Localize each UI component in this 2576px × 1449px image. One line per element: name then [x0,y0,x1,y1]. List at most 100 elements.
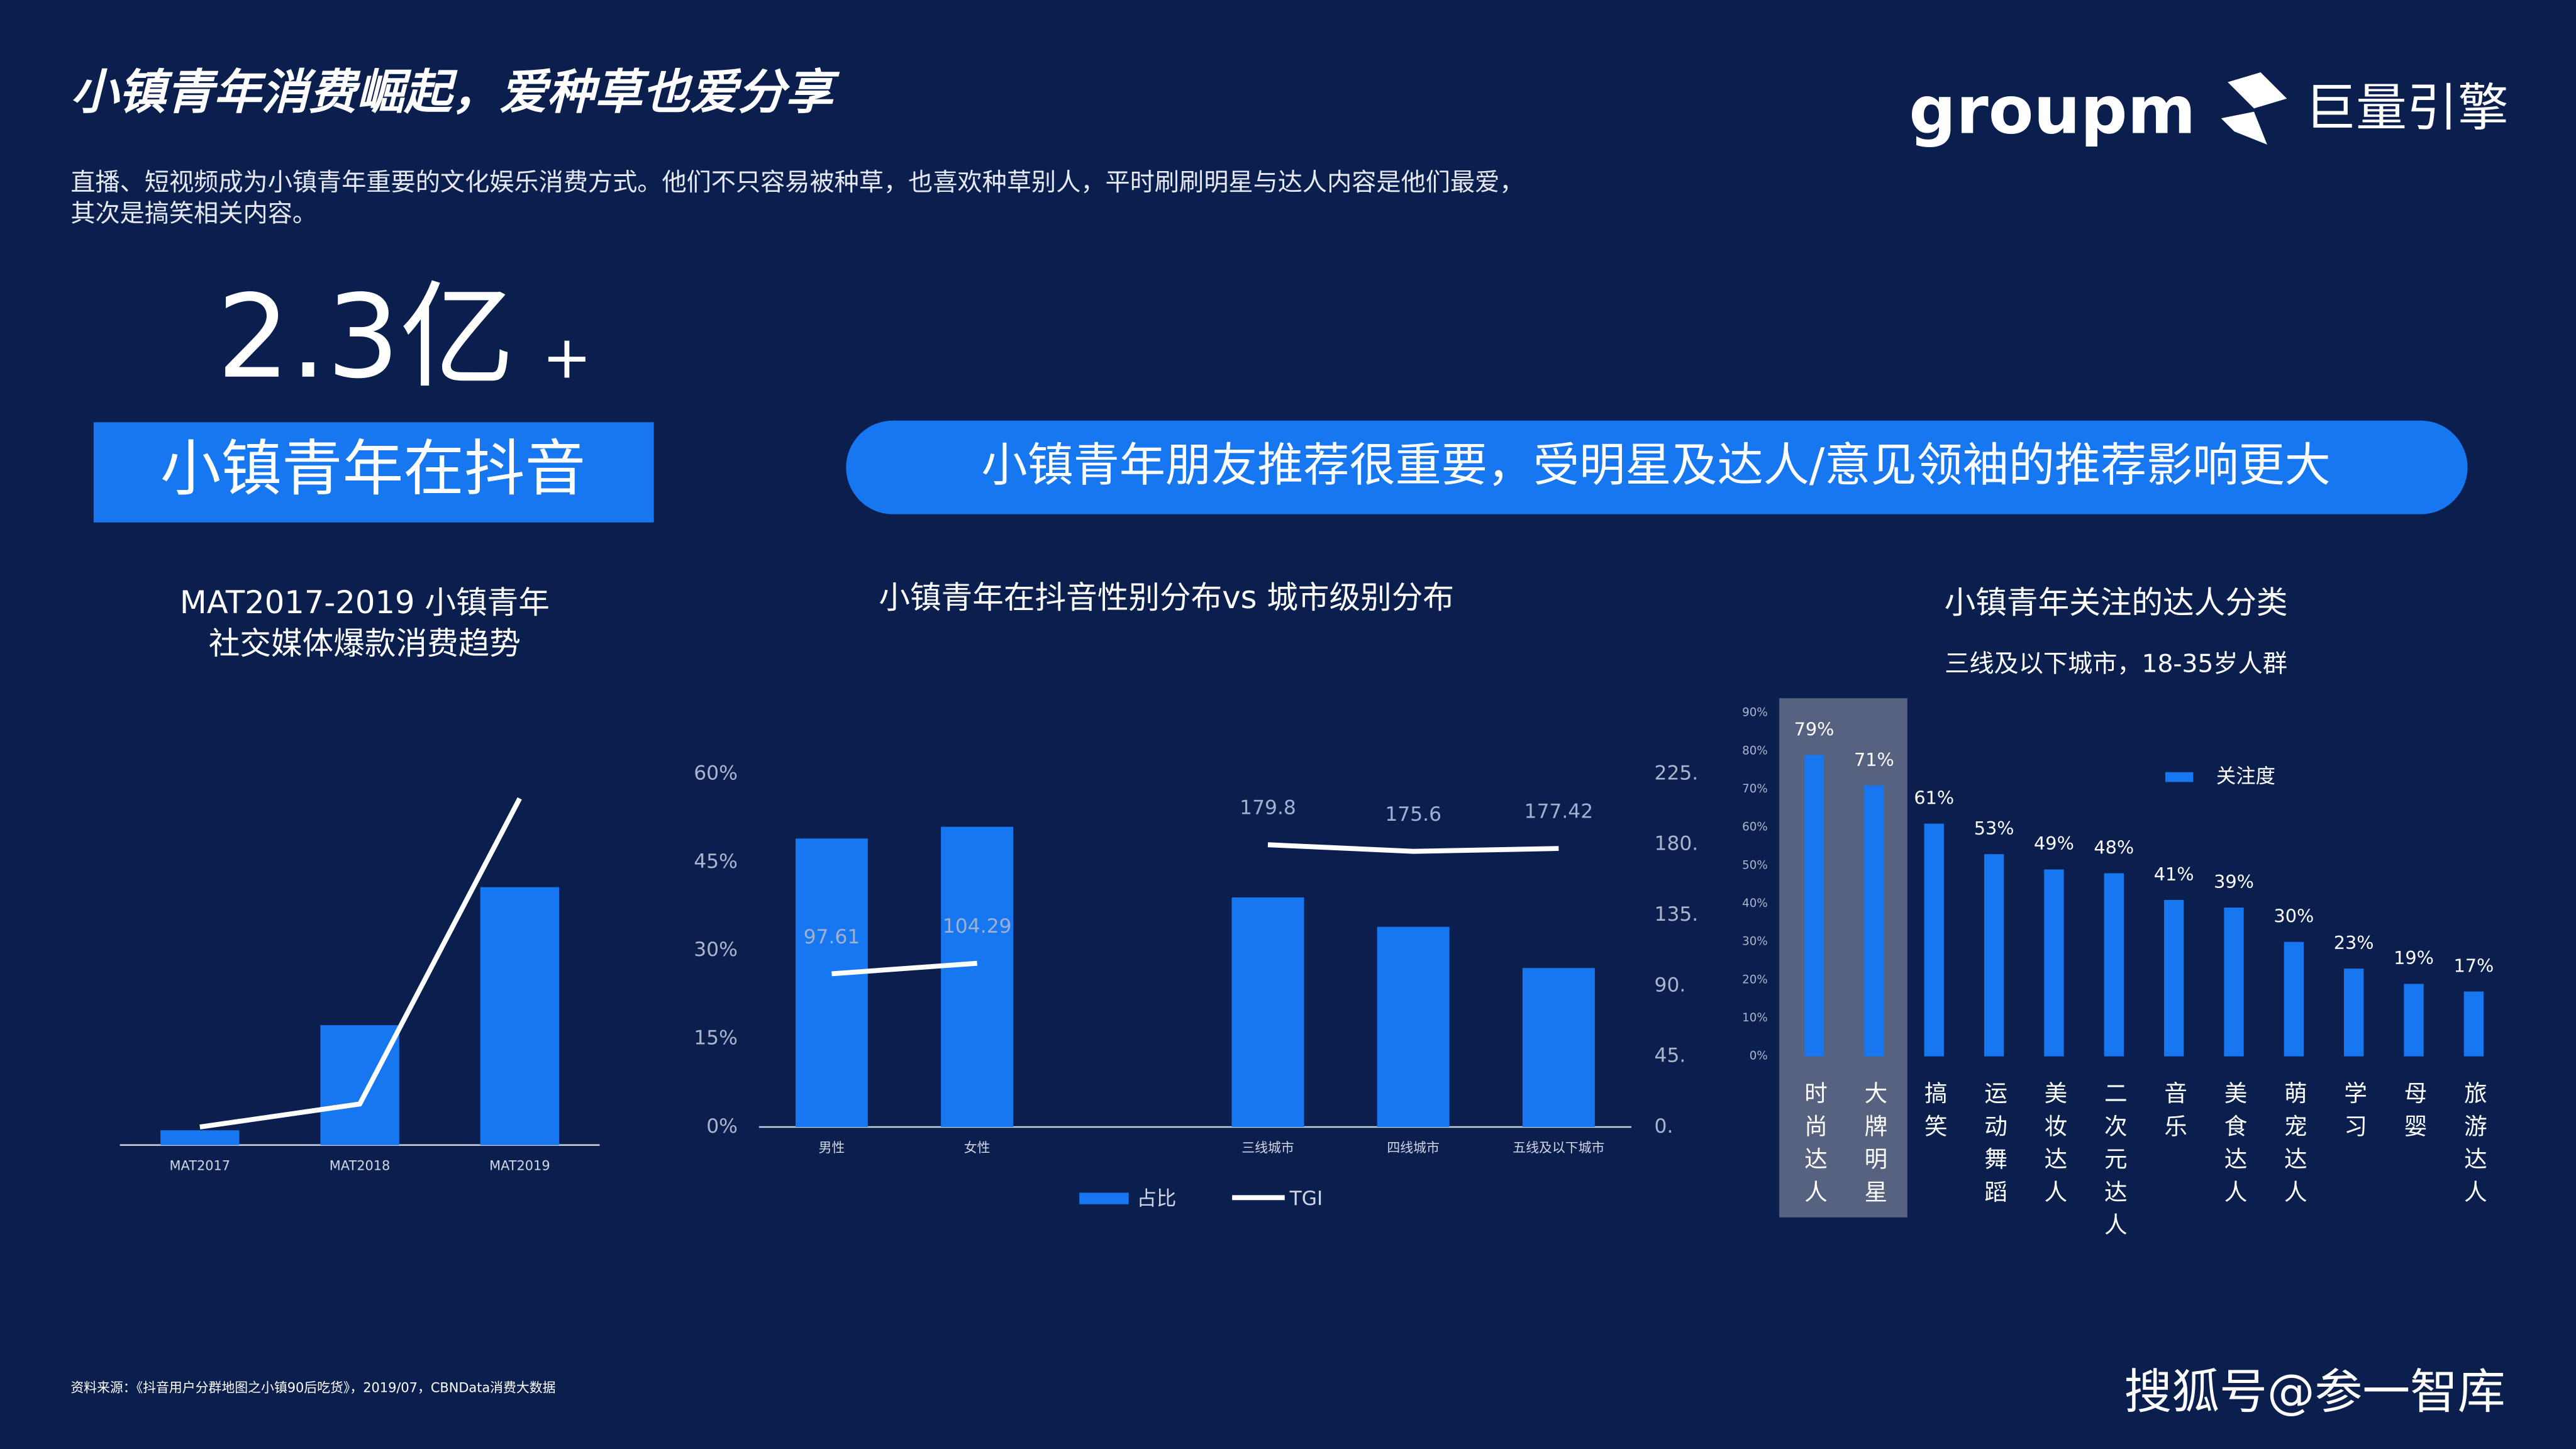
bar [320,1025,399,1145]
y2-tick-label: 45. [1655,1045,1686,1067]
x-tick-label: 三线城市 [1241,1140,1294,1155]
subtitle: 其次是搞笑相关内容。 [70,200,317,228]
x-tick-label: 时尚达人 [1801,1081,1828,1213]
x-tick-label: MAT2019 [489,1158,550,1174]
y-tick-label: 20% [1742,973,1768,986]
bar [1804,755,1824,1057]
chart-title: 小镇青年关注的达人分类 [1945,584,2288,621]
x-tick-label: MAT2018 [330,1158,391,1174]
bar [1924,823,1944,1057]
source: 资料来源：《抖音用户分群地图之小镇90后吃货》，2019/07，CBNData消… [70,1380,555,1395]
bar [2163,899,2184,1057]
y2-tick-label: 225. [1655,762,1699,784]
y-tick-label: 30% [1742,935,1768,948]
x-tick-label: MAT2017 [170,1158,231,1174]
logo: groupm [1909,72,2196,149]
x-tick-label: 五线及以下城市 [1513,1140,1604,1155]
chart-title: 小镇青年在抖音性别分布vs 城市级别分布 [879,579,1454,616]
bar [1522,968,1595,1127]
title: 小镇青年消费崛起，爱种草也爱分享 [70,64,840,119]
x-tick-label: 运动舞蹈 [1980,1081,2007,1213]
bar [2463,991,2484,1057]
data-label: 30% [2273,906,2314,927]
legend-label: TGI [1289,1187,1323,1210]
data-label: 97.61 [804,926,860,948]
data-label: 41% [2154,863,2194,885]
x-tick-label: 四线城市 [1387,1140,1440,1155]
y2-tick-label: 90. [1655,974,1686,996]
y-tick-label: 80% [1742,744,1768,757]
y-tick-label: 15% [694,1027,738,1050]
chart-subtitle: 三线及以下城市，18-35岁人群 [1945,650,2287,678]
y-tick-label: 0% [1750,1050,1768,1063]
logo-icon [2221,72,2287,145]
bar [2104,873,2124,1057]
stat-suffix: + [542,324,592,392]
highlight-box [1779,698,1907,1218]
x-tick-label: 女性 [964,1140,991,1155]
stat-box [93,422,654,523]
bar [2284,941,2304,1057]
data-label: 48% [2094,836,2134,858]
data-label: 49% [2034,833,2074,854]
y2-tick-label: 0. [1655,1115,1674,1138]
y2-tick-label: 135. [1655,903,1699,926]
bar [1984,854,2004,1057]
line [199,797,522,1130]
x-tick-label: 萌宠达人 [2280,1081,2307,1213]
x-tick-label: 二次元达人 [2101,1081,2128,1245]
bar [2344,969,2364,1057]
bar [2044,869,2064,1057]
bar [2224,908,2244,1057]
bar [1864,785,1884,1057]
bar [1231,897,1304,1127]
x-tick-label: 学习 [2340,1081,2367,1147]
x-tick-label: 男性 [819,1140,845,1155]
banner: 小镇青年朋友推荐很重要，受明星及达人/意见领袖的推荐影响更大 [982,439,2331,492]
y2-tick-label: 180. [1655,833,1699,855]
logo: 巨量引擎 [2305,79,2509,138]
y-tick-label: 60% [694,762,738,784]
stat: 2.3亿 [217,270,515,404]
y-tick-label: 10% [1742,1011,1768,1024]
x-tick-label: 美妆达人 [2040,1081,2067,1213]
y-tick-label: 30% [694,938,738,961]
bar [941,826,1014,1127]
data-label: 177.42 [1524,801,1594,823]
data-label: 104.29 [943,915,1012,938]
data-label: 61% [1914,787,1954,808]
line [831,842,1559,977]
y-tick-label: 45% [694,850,738,873]
data-label: 23% [2334,932,2374,953]
y-tick-label: 90% [1742,706,1768,719]
x-tick-label: 美食达人 [2221,1081,2248,1213]
data-label: 19% [2394,947,2434,969]
bar [160,1130,240,1145]
data-label: 53% [1974,818,2014,839]
x-tick-label: 旅游达人 [2460,1081,2487,1213]
subtitle: 直播、短视频成为小镇青年重要的文化娱乐消费方式。他们不只容易被种草，也喜欢种草别… [70,169,1524,197]
legend-swatch [2165,772,2194,782]
stat-label: 小镇青年在抖音 [160,433,586,504]
y-tick-label: 50% [1742,858,1768,872]
chart-title: MAT2017-2019 小镇青年 [180,584,550,621]
bar [480,887,560,1145]
bar [2404,984,2424,1057]
legend-label: 关注度 [2216,765,2275,788]
y-tick-label: 60% [1742,821,1768,834]
data-label: 17% [2453,955,2494,976]
data-label: 79% [1794,718,1835,740]
bar [1377,926,1450,1127]
y-tick-label: 70% [1742,782,1768,796]
data-label: 175.6 [1385,803,1441,826]
x-tick-label: 搞笑 [1921,1081,1948,1147]
y-tick-label: 0% [706,1115,738,1138]
x-tick-label: 母婴 [2401,1081,2428,1147]
legend-swatch [1079,1192,1129,1204]
x-tick-label: 大牌明星 [1860,1081,1887,1213]
data-label: 39% [2214,871,2254,892]
x-tick-label: 音乐 [2160,1081,2187,1147]
